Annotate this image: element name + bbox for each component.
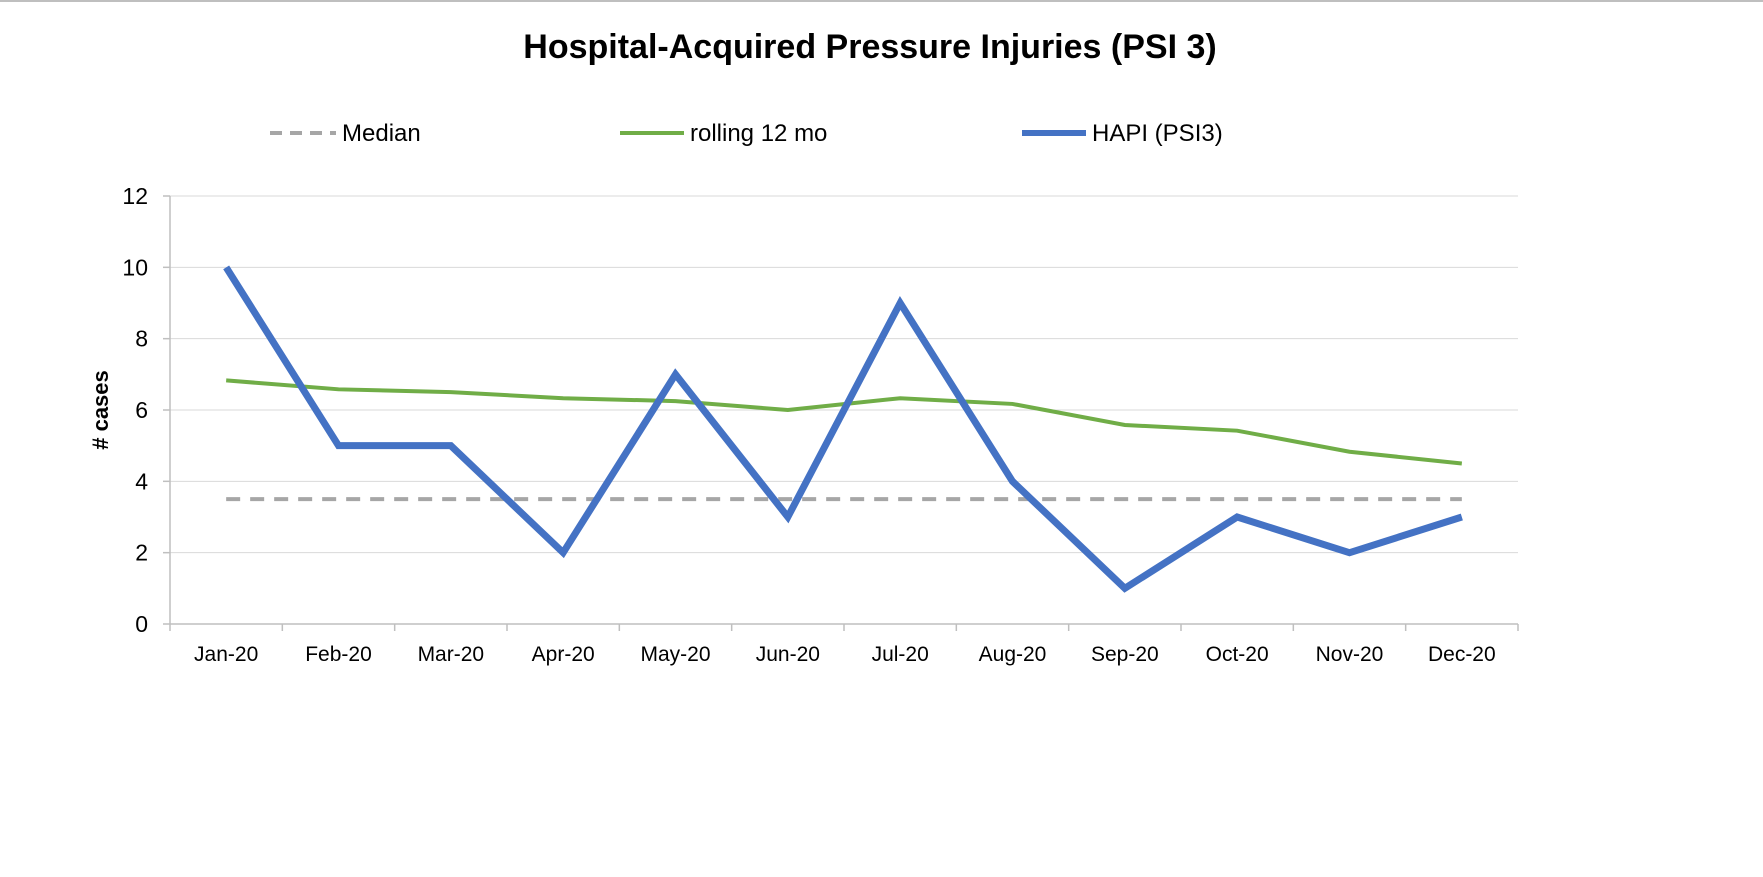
legend-item-hapi-psi3: HAPI (PSI3): [1022, 120, 1223, 147]
legend: Median rolling 12 mo HAPI (PSI3): [270, 120, 1223, 147]
y-tick-label-2: 2: [135, 540, 148, 566]
x-tick-label-oct-20: Oct-20: [1206, 643, 1269, 666]
legend-item-median: Median: [270, 120, 421, 147]
series-layer: [223, 265, 1463, 593]
series-line-hapi-psi3: [223, 265, 1463, 593]
legend-label-rolling-12-mo: rolling 12 mo: [690, 120, 827, 147]
chart-title: Hospital-Acquired Pressure Injuries (PSI…: [523, 28, 1216, 66]
legend-label-median: Median: [342, 120, 421, 147]
y-tick-label-12: 12: [122, 183, 148, 209]
x-tick-label-jun-20: Jun-20: [756, 643, 820, 666]
x-tick-label-dec-20: Dec-20: [1428, 643, 1496, 666]
legend-item-rolling-12-mo: rolling 12 mo: [620, 120, 827, 147]
x-tick-label-nov-20: Nov-20: [1316, 643, 1384, 666]
y-tick-label-0: 0: [135, 611, 148, 637]
x-tick-label-apr-20: Apr-20: [532, 643, 595, 666]
legend-label-hapi-psi3: HAPI (PSI3): [1092, 120, 1223, 147]
y-tick-label-6: 6: [135, 397, 148, 423]
y-tick-label-8: 8: [135, 326, 148, 352]
y-axis-ticks: 0 2 4 6 8 10 12: [122, 183, 148, 637]
gridlines: [170, 195, 1518, 554]
y-tick-label-4: 4: [135, 468, 148, 494]
x-tick-label-jan-20: Jan-20: [194, 643, 258, 666]
x-tick-label-aug-20: Aug-20: [979, 643, 1047, 666]
axes: [163, 195, 1519, 631]
x-tick-label-jul-20: Jul-20: [872, 643, 929, 666]
x-tick-label-may-20: May-20: [640, 643, 710, 666]
x-tick-label-sep-20: Sep-20: [1091, 643, 1159, 666]
y-axis-label: # cases: [88, 370, 113, 450]
y-tick-label-10: 10: [122, 254, 148, 280]
x-tick-label-mar-20: Mar-20: [418, 643, 485, 666]
x-tick-label-feb-20: Feb-20: [305, 643, 372, 666]
x-axis-ticks: Jan-20 Feb-20 Mar-20 Apr-20 May-20 Jun-20 Jul-…: [194, 643, 1496, 666]
series-line-rolling-12-mo: [226, 378, 1463, 466]
